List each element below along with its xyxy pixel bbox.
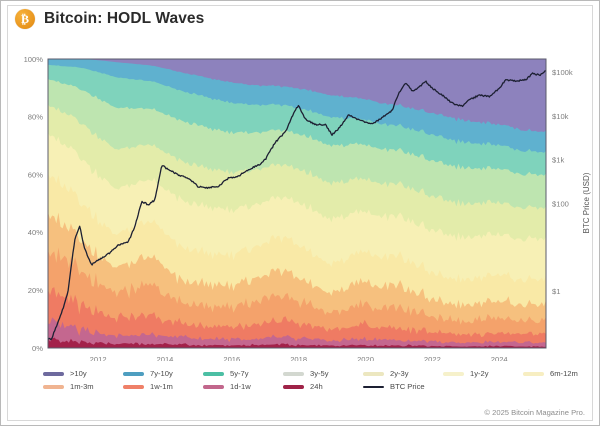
legend-label: 1d-1w [230,382,251,391]
legend-label: 7y-10y [150,369,173,378]
x-tick-2022: 2022 [424,355,441,361]
legend-item-btc-price[interactable]: BTC Price [363,382,443,391]
legend-item-1m-3m[interactable]: 1m-3m [43,382,123,391]
legend-swatch-icon [203,371,224,376]
legend-label: >10y [70,369,87,378]
legend-swatch-icon [123,371,144,376]
y-tick-0%: 0% [32,344,43,353]
chart-legend: >10y7y-10y5y-7y3y-5y2y-3y1y-2y6m-12m3m-6… [43,369,578,395]
legend-item-5y-7y[interactable]: 5y-7y [203,369,283,378]
y-tick-20%: 20% [28,286,43,295]
legend-label: 6m-12m [550,369,578,378]
y-tick-60%: 60% [28,170,43,179]
band-1d-1w [48,317,546,348]
chart-header: ₿ Bitcoin: HODL Waves [15,9,204,29]
legend-swatch-icon [283,371,304,376]
legend-label: 1w-1m [150,382,173,391]
legend-swatch-icon [363,371,384,376]
legend-label: 1m-3m [70,382,94,391]
legend-row-1: >10y7y-10y5y-7y3y-5y2y-3y1y-2y6m-12m3m-6… [43,369,578,378]
legend-item-1y-2y[interactable]: 1y-2y [443,369,523,378]
legend-label: 5y-7y [230,369,249,378]
chart-plot-area: 100% 80% 60% 40% 20% 0% $100k $10k $1k $100 $1 20… [1,45,599,361]
legend-item-6m-12m[interactable]: 6m-12m [523,369,599,378]
legend-label: BTC Price [390,382,425,391]
y-tick-80%: 80% [28,113,43,122]
x-tick-2020: 2020 [357,355,374,361]
legend-swatch-icon [283,384,304,389]
bottom-axis-ticks: 2012 2014 2016 2018 2020 2022 2024 [90,355,508,361]
y-tick-100%: 100% [24,55,44,64]
band-1m-3m [48,247,546,348]
y2-tick-$100: $100 [552,199,569,208]
legend-item-7y-10y[interactable]: 7y-10y [123,369,203,378]
x-tick-2018: 2018 [290,355,307,361]
legend-swatch-icon [443,371,464,376]
price-polyline [48,70,546,341]
btc-price-line [48,70,546,341]
y2-tick-$100k: $100k [552,68,573,77]
x-tick-2024: 2024 [491,355,508,361]
band-1w-1m [48,287,546,348]
legend-item-1w-1m[interactable]: 1w-1m [123,382,203,391]
legend-item--10y[interactable]: >10y [43,369,123,378]
copyright-footer: © 2025 Bitcoin Magazine Pro. [484,408,585,417]
y-tick-40%: 40% [28,228,43,237]
hodl-waves-svg: 100% 80% 60% 40% 20% 0% $100k $10k $1k $100 $1 20… [24,55,591,361]
y2-tick-$1: $1 [552,287,560,296]
legend-item-3y-5y[interactable]: 3y-5y [283,369,363,378]
x-tick-2016: 2016 [223,355,240,361]
legend-swatch-icon [43,371,64,376]
legend-row-2: 1m-3m 1w-1m 1d-1w 24h BTC Price [43,382,563,391]
legend-swatch-icon [43,384,64,389]
x-tick-2014: 2014 [157,355,174,361]
right-axis-ticks: $100k $10k $1k $100 $1 [552,68,573,296]
legend-swatch-icon [363,385,384,388]
right-axis-title: BTC Price (USD) [582,172,591,233]
legend-label: 2y-3y [390,369,409,378]
legend-item-1d-1w[interactable]: 1d-1w [203,382,283,391]
band-24h [48,337,546,348]
stacked-area-bands [48,59,546,348]
legend-swatch-icon [203,384,224,389]
legend-label: 24h [310,382,323,391]
plot-border [47,58,547,349]
x-tick-2012: 2012 [90,355,107,361]
page-title: Bitcoin: HODL Waves [44,10,205,27]
legend-label: 3y-5y [310,369,329,378]
y2-tick-$10k: $10k [552,112,569,121]
y2-tick-$1k: $1k [552,156,564,165]
legend-label: 1y-2y [470,369,489,378]
bitcoin-icon: ₿ [15,9,35,29]
legend-item-2y-3y[interactable]: 2y-3y [363,369,443,378]
legend-swatch-icon [523,371,544,376]
left-axis-ticks: 100% 80% 60% 40% 20% 0% [24,55,44,353]
legend-item-24h[interactable]: 24h [283,382,363,391]
legend-swatch-icon [123,384,144,389]
